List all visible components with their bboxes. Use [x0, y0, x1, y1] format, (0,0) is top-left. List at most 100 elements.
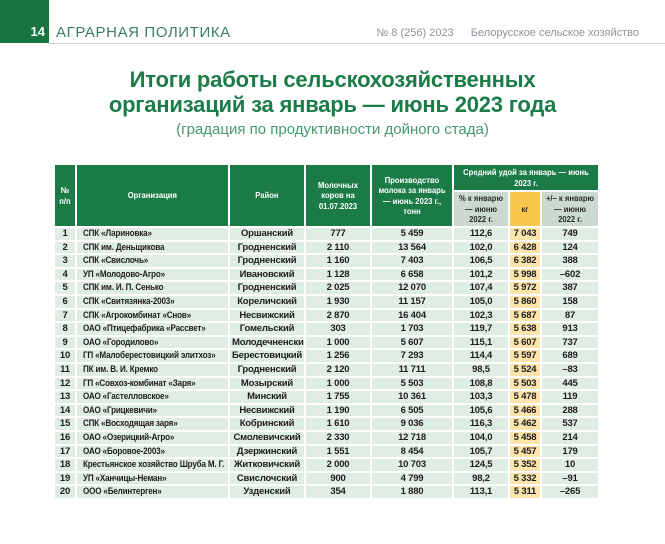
cell-cows: 2 870 [304, 307, 372, 324]
organization-name: ГП «Малоберестовицкий элитхоз» [83, 350, 216, 362]
cell-delta: 537 [540, 416, 600, 432]
cell-delta: 445 [540, 375, 600, 392]
cell-pct: 107,4 [452, 280, 510, 296]
table-row: 17 ОАО «Боровое-2003» Дзержинский 1 551 8 45… [53, 443, 600, 460]
results-table: № п/п Организация Район Молочных коров н… [53, 163, 600, 500]
cell-cows: 2 110 [304, 239, 372, 256]
cell-kg: 5 524 [508, 361, 542, 378]
cell-organization: Крестьянское хозяйство Шруба М. Г. [75, 457, 230, 473]
cell-production: 5 607 [370, 334, 454, 351]
column-header-production: Производство молока за январь — июнь 202… [370, 163, 454, 228]
organization-name: СПК «Восходящая заря» [83, 418, 178, 430]
organization-name: ОАО «Птицефабрика «Рассвет» [83, 323, 206, 335]
cell-cows: 2 120 [304, 361, 372, 378]
table-row: 6 СПК «Свитязянка-2003» Кореличский 1 930 11… [53, 293, 600, 310]
cell-num: 11 [53, 361, 77, 378]
organization-name: ОАО «Боровое-2003» [83, 445, 165, 457]
cell-district: Берестовицкий [228, 348, 306, 364]
cell-pct: 119,7 [452, 321, 510, 337]
column-header-organization: Организация [75, 163, 230, 228]
table-body: 1 СПК «Лариновка» Оршанский 777 5 459 112,6 7 … [53, 226, 600, 500]
cell-organization: СПК «Восходящая заря» [75, 416, 230, 432]
cell-kg: 6 382 [508, 253, 542, 269]
cell-district: Несвижский [228, 402, 306, 419]
cell-cows: 1 190 [304, 402, 372, 419]
table-row: 9 ОАО «Городилово» Молодечненский 1 000 5 60… [53, 334, 600, 351]
cell-delta: –91 [540, 470, 600, 487]
cell-cows: 2 330 [304, 429, 372, 446]
cell-cows: 1 128 [304, 266, 372, 283]
cell-num: 2 [53, 239, 77, 256]
cell-production: 13 564 [370, 239, 454, 256]
cell-production: 7 403 [370, 253, 454, 269]
cell-organization: ОАО «Птицефабрика «Рассвет» [75, 321, 230, 337]
cell-organization: ГП «Малоберестовицкий элитхоз» [75, 348, 230, 364]
table-row: 5 СПК им. И. П. Сенько Гродненский 2 025 12 … [53, 280, 600, 296]
cell-cows: 1 930 [304, 293, 372, 310]
cell-num: 19 [53, 470, 77, 487]
cell-cows: 1 256 [304, 348, 372, 364]
cell-delta: 119 [540, 389, 600, 405]
cell-num: 12 [53, 375, 77, 392]
cell-num: 10 [53, 348, 77, 364]
organization-name: ОАО «Озерицкий-Агро» [83, 431, 175, 443]
cell-delta: 689 [540, 348, 600, 364]
cell-production: 5 459 [370, 226, 454, 242]
cell-production: 4 799 [370, 470, 454, 487]
cell-organization: УП «Ханчицы-Неман» [75, 470, 230, 487]
cell-cows: 1 551 [304, 443, 372, 460]
cell-organization: ОАО «Гастелловское» [75, 389, 230, 405]
cell-pct: 105,6 [452, 402, 510, 419]
cell-production: 11 157 [370, 293, 454, 310]
cell-district: Гродненский [228, 361, 306, 378]
cell-kg: 5 458 [508, 429, 542, 446]
column-header-pct: % к январю — июню 2022 г. [452, 190, 510, 228]
cell-num: 18 [53, 457, 77, 473]
organization-name: ООО «Белинтерген» [83, 486, 162, 498]
cell-delta: 388 [540, 253, 600, 269]
cell-pct: 108,8 [452, 375, 510, 392]
cell-cows: 1 755 [304, 389, 372, 405]
cell-pct: 115,1 [452, 334, 510, 351]
cell-production: 10 361 [370, 389, 454, 405]
cell-pct: 112,6 [452, 226, 510, 242]
cell-production: 6 505 [370, 402, 454, 419]
magazine-name: Белорусское сельское хозяйство [470, 27, 639, 39]
cell-district: Гродненский [228, 239, 306, 256]
cell-organization: ПК им. В. И. Кремко [75, 361, 230, 378]
cell-delta: 158 [540, 293, 600, 310]
cell-pct: 101,2 [452, 266, 510, 283]
cell-num: 13 [53, 389, 77, 405]
organization-name: ГП «Совхоз-комбинат «Заря» [83, 377, 196, 389]
cell-district: Гомельский [228, 321, 306, 337]
cell-district: Житковичский [228, 457, 306, 473]
cell-delta: 737 [540, 334, 600, 351]
cell-district: Узденский [228, 484, 306, 500]
cell-organization: ГП «Совхоз-комбинат «Заря» [75, 375, 230, 392]
cell-district: Кобринский [228, 416, 306, 432]
section-label: АГРАРНАЯ ПОЛИТИКА [56, 24, 231, 41]
cell-delta: –602 [540, 266, 600, 283]
organization-name: ПК им. В. И. Кремко [83, 363, 158, 375]
cell-pct: 102,3 [452, 307, 510, 324]
table-header: № п/п Организация Район Молочных коров н… [53, 163, 600, 228]
cell-pct: 105,0 [452, 293, 510, 310]
issue-info: № 8 (256) 2023 Белорусское сельское хозя… [376, 27, 639, 39]
cell-production: 12 070 [370, 280, 454, 296]
cell-organization: СПК «Свитязянка-2003» [75, 293, 230, 310]
cell-num: 7 [53, 307, 77, 324]
cell-pct: 98,2 [452, 470, 510, 487]
cell-pct: 98,5 [452, 361, 510, 378]
cell-num: 3 [53, 253, 77, 269]
cell-num: 20 [53, 484, 77, 500]
article-title-line2: организаций за январь — июнь 2023 года [108, 92, 557, 117]
table-row: 3 СПК «Свислочь» Гродненский 1 160 7 403 106,… [53, 253, 600, 269]
cell-production: 9 036 [370, 416, 454, 432]
cell-district: Ивановский [228, 266, 306, 283]
page-number: 14 [30, 24, 45, 39]
organization-name: ОАО «Грицкевичи» [83, 404, 157, 416]
table-row: 14 ОАО «Грицкевичи» Несвижский 1 190 6 505 10… [53, 402, 600, 419]
cell-district: Минский [228, 389, 306, 405]
cell-district: Свислочский [228, 470, 306, 487]
cell-district: Смолевичский [228, 429, 306, 446]
